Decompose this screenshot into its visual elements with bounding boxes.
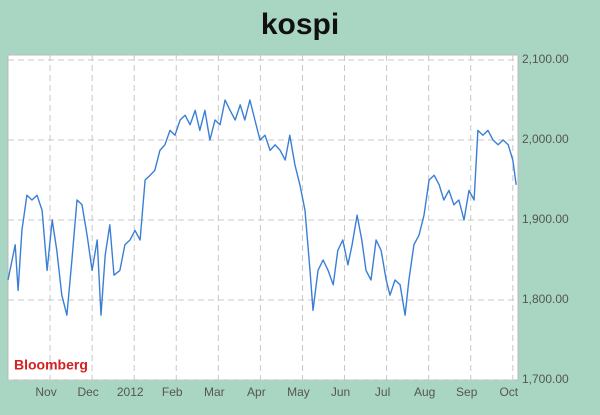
y-tick-label: 2,100.00 <box>522 52 569 66</box>
labels: 1,700.00 1,800.00 1,900.00 2,000.00 2,100.00… <box>35 52 569 399</box>
x-tick-label: Jun <box>331 385 350 399</box>
chart-title: kospi <box>261 8 339 41</box>
y-tick-label: 1,800.00 <box>522 292 569 306</box>
y-tick-label: 1,900.00 <box>522 212 569 226</box>
y-tick-label: 1,700.00 <box>522 372 569 386</box>
x-tick-label: Jul <box>375 385 390 399</box>
x-tick-label: Feb <box>162 385 183 399</box>
x-tick-label: 2012 <box>117 385 144 399</box>
x-tick-label: Nov <box>35 385 56 399</box>
marks <box>7 99 517 316</box>
x-tick-label: Dec <box>77 385 98 399</box>
x-tick-label: Mar <box>204 385 225 399</box>
x-tick-label: Aug <box>414 385 435 399</box>
grid <box>8 55 517 381</box>
line-series <box>7 99 517 316</box>
y-tick-label: 2,000.00 <box>522 132 569 146</box>
x-tick-label: Oct <box>499 385 518 399</box>
source-label: Bloomberg <box>14 357 88 373</box>
plot-area <box>7 54 519 381</box>
x-tick-label: May <box>287 385 310 399</box>
x-tick-label: Sep <box>456 385 478 399</box>
x-tick-label: Apr <box>247 385 266 399</box>
